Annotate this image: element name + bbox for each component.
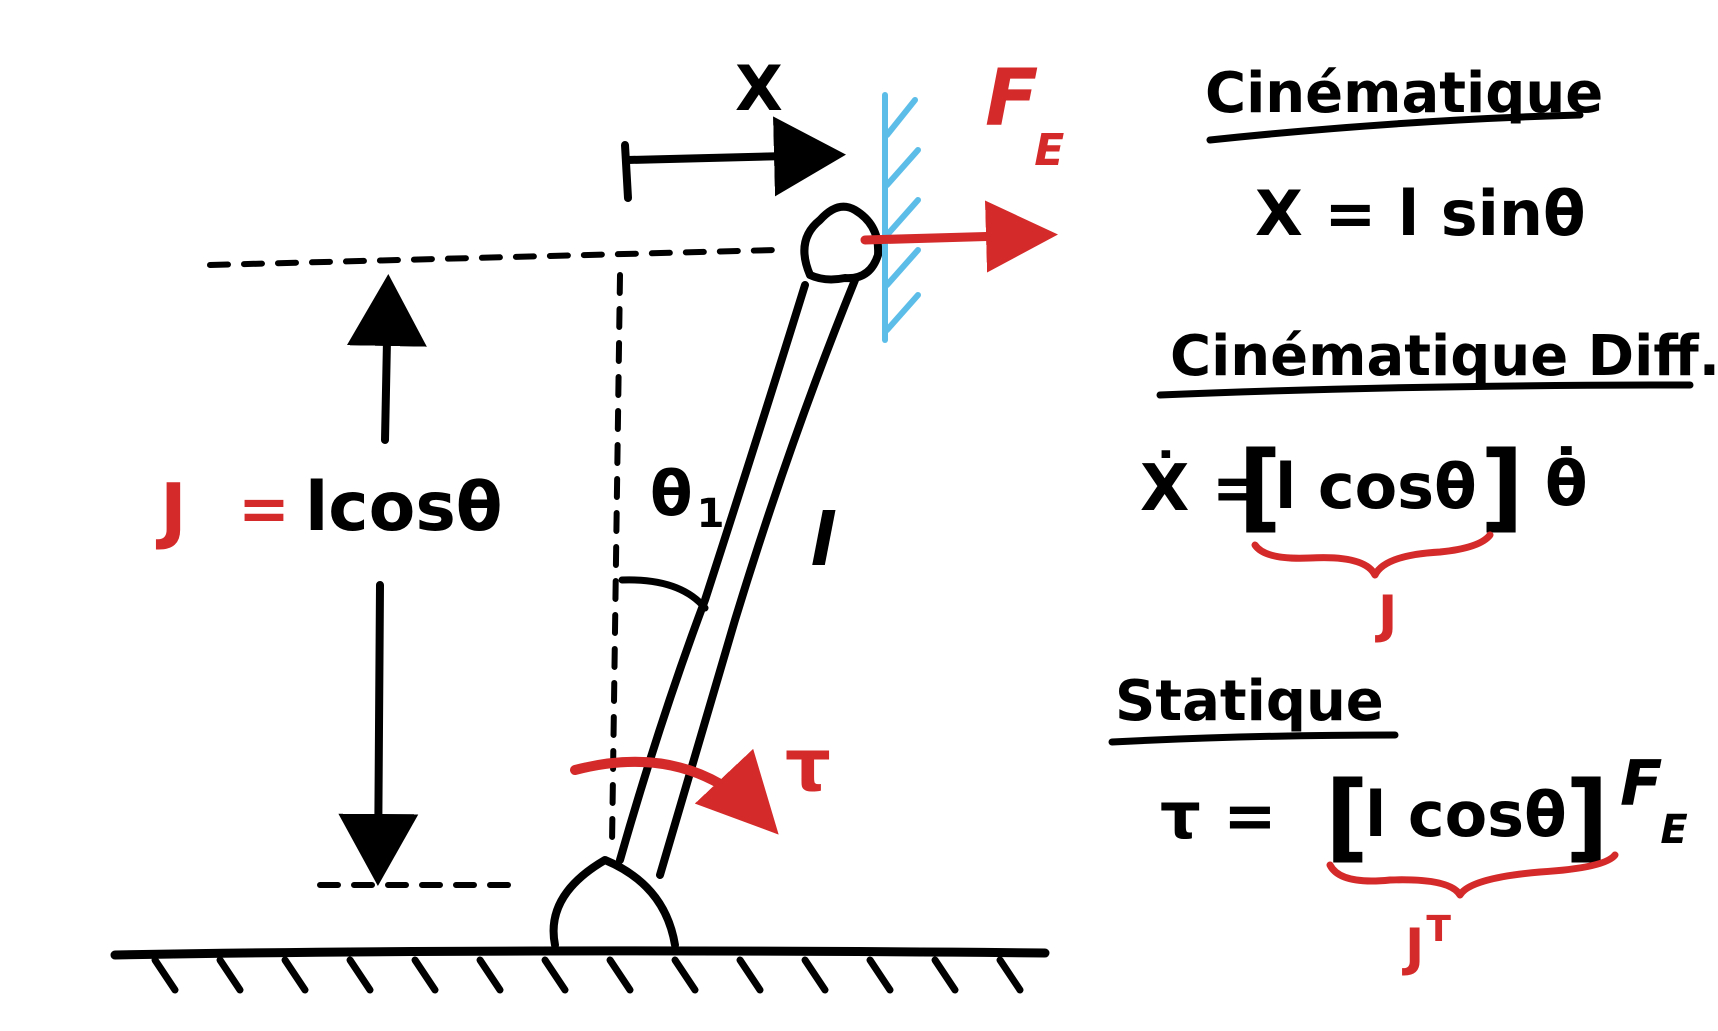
jacobian-brace-label: J <box>1375 585 1397 645</box>
statics-lhs: τ = <box>1160 780 1277 854</box>
ground <box>110 946 1050 994</box>
jacobian-transpose-sup: T <box>1426 909 1451 950</box>
statics-heading: Statique <box>1115 669 1384 734</box>
end-effector-joint <box>800 202 883 284</box>
kinematics-equation: X = l sinθ <box>1255 177 1586 250</box>
base-joint <box>549 856 679 949</box>
theta-subscript: 1 <box>697 491 725 537</box>
jacobian-brace <box>1251 531 1494 579</box>
diff-kinematics-rhs: θ̇ <box>1545 446 1588 520</box>
statics-rhs-f: F <box>1620 747 1662 820</box>
diff-kinematics-lhs: Ẋ = <box>1140 450 1265 526</box>
torque-arrow <box>570 748 779 835</box>
theta-symbol: θ <box>650 457 693 530</box>
dashed-guides <box>207 247 778 888</box>
jacobian-transpose-label: JT <box>1402 909 1451 978</box>
x-label: X <box>735 52 783 125</box>
ground-hatching <box>151 956 1024 994</box>
diff-kinematics-matrix: l cosθ <box>1275 450 1477 523</box>
statics-bracket-close: ] <box>1565 761 1609 873</box>
x-dimension-arrow <box>621 116 846 202</box>
diff-kinematics-bracket-open: [ <box>1238 431 1282 543</box>
jacobian-transpose-j: J <box>1402 918 1424 978</box>
robot-link <box>616 276 859 879</box>
jacobian-eq-lhs: J <box>155 468 187 552</box>
force-arrow <box>860 200 1058 273</box>
jacobian-eq-rhs: lcosθ <box>305 468 503 547</box>
length-label: l <box>810 498 836 582</box>
statics-matrix: l cosθ <box>1365 778 1567 851</box>
kinematics-underline <box>1206 111 1584 144</box>
diff-kinematics-section: Cinématique Diff. Ẋ = [ l cosθ ] θ̇ J <box>1140 324 1718 645</box>
contact-wall <box>882 92 921 343</box>
jacobian-transpose-brace <box>1326 851 1619 899</box>
diff-kinematics-heading: Cinématique Diff. <box>1170 324 1718 389</box>
torque-label: τ <box>785 723 831 807</box>
statics-bracket-open: [ <box>1325 761 1369 873</box>
statics-rhs-sub: E <box>1660 807 1687 853</box>
force-label-sub: E <box>1034 125 1064 176</box>
statics-underline <box>1108 731 1399 746</box>
jacobian-eq-equals: = <box>238 472 290 545</box>
theta-arc <box>618 576 709 612</box>
diff-kinematics-bracket-close: ] <box>1480 431 1524 543</box>
diff-kinematics-underline <box>1156 381 1694 399</box>
force-label-f: F <box>985 54 1038 144</box>
y-dimension-arrows <box>338 274 427 886</box>
kinematics-section: Cinématique X = l sinθ <box>1205 61 1603 250</box>
